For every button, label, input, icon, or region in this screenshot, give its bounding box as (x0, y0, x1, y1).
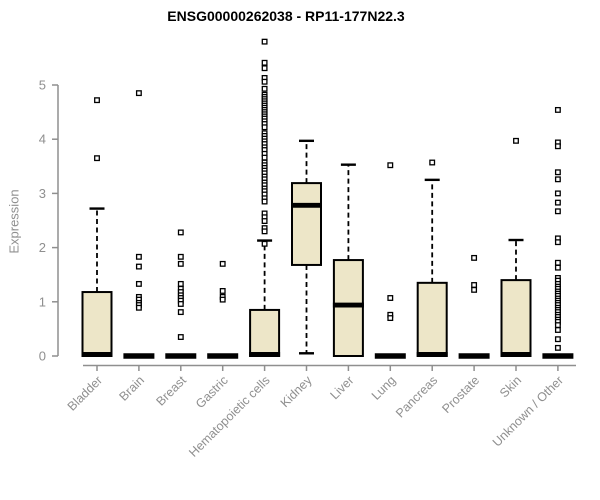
outlier-point (135, 280, 142, 287)
outlier-point (261, 154, 268, 161)
outlier-point (387, 162, 394, 169)
x-tick-label: Gastric (193, 373, 231, 411)
outlier-point (261, 85, 268, 92)
outlier-point (261, 59, 268, 66)
outlier-point (177, 301, 184, 307)
outlier-point (471, 254, 478, 261)
x-tick-label: Pancreas (393, 373, 440, 420)
outlier-point (554, 199, 561, 206)
outlier-point (554, 322, 561, 329)
y-tick-label: 1 (39, 294, 46, 309)
x-tick-label: Hematopoietic cells (186, 373, 273, 460)
outlier-point (554, 264, 561, 271)
chart-title: ENSG00000262038 - RP11-177N22.3 (167, 8, 405, 24)
outlier-point (387, 295, 394, 301)
y-tick-label: 4 (39, 132, 46, 147)
outlier-point (261, 228, 268, 235)
outlier-point (261, 218, 268, 224)
box-pancreas (416, 281, 448, 357)
outlier-point (219, 296, 226, 303)
outlier-point (219, 288, 226, 294)
outlier-point (554, 190, 561, 197)
outlier-point (429, 159, 436, 166)
outlier-point (177, 280, 184, 287)
outlier-point (94, 155, 100, 162)
outlier-point (219, 260, 226, 267)
y-tick-label: 5 (39, 78, 46, 93)
outlier-point (135, 263, 142, 270)
outlier-point (554, 106, 561, 113)
x-tick-label: Lung (369, 373, 399, 403)
box-liver (332, 259, 364, 358)
outlier-point (261, 198, 268, 205)
outlier-point (554, 259, 561, 266)
box-skin (500, 279, 532, 357)
outlier-point (261, 124, 268, 131)
y-tick-label: 0 (39, 349, 46, 364)
outlier-point (387, 315, 394, 322)
outlier-point (261, 78, 268, 85)
outlier-point (471, 282, 478, 288)
box-kidney (291, 182, 322, 266)
x-tick-label: Prostate (439, 373, 482, 416)
outlier-point (261, 65, 268, 72)
x-tick-label: Breast (153, 373, 189, 409)
outlier-point (135, 90, 142, 97)
outlier-point (554, 208, 561, 215)
outlier-point (554, 176, 561, 183)
outlier-point (261, 240, 268, 247)
x-tick-label: Brain (116, 373, 147, 404)
x-tick-label: Liver (327, 373, 356, 402)
outlier-point (94, 97, 100, 104)
box-bladder (81, 291, 113, 358)
outlier-point (177, 229, 184, 236)
outlier-point (554, 327, 561, 333)
outlier-point (554, 143, 561, 150)
outlier-point (261, 38, 268, 45)
outlier-point (135, 253, 142, 260)
x-tick-label: Bladder (65, 373, 105, 413)
outlier-point (554, 344, 561, 351)
outlier-point (554, 169, 561, 176)
outlier-point (177, 253, 184, 260)
outlier-point (554, 239, 561, 246)
x-tick-label: Kidney (278, 373, 315, 410)
outlier-point (177, 309, 184, 316)
outlier-point (135, 304, 142, 311)
outlier-point (554, 336, 561, 343)
outlier-point (177, 260, 184, 267)
y-tick-label: 2 (39, 240, 46, 255)
outlier-point (513, 137, 519, 144)
box-hematopoietic-cells (249, 308, 281, 357)
y-tick-label: 3 (39, 186, 46, 201)
outlier-point (177, 334, 184, 340)
x-tick-label: Unknown / Other (490, 373, 566, 449)
x-tick-label: Skin (497, 373, 524, 400)
outlier-point (471, 286, 478, 293)
